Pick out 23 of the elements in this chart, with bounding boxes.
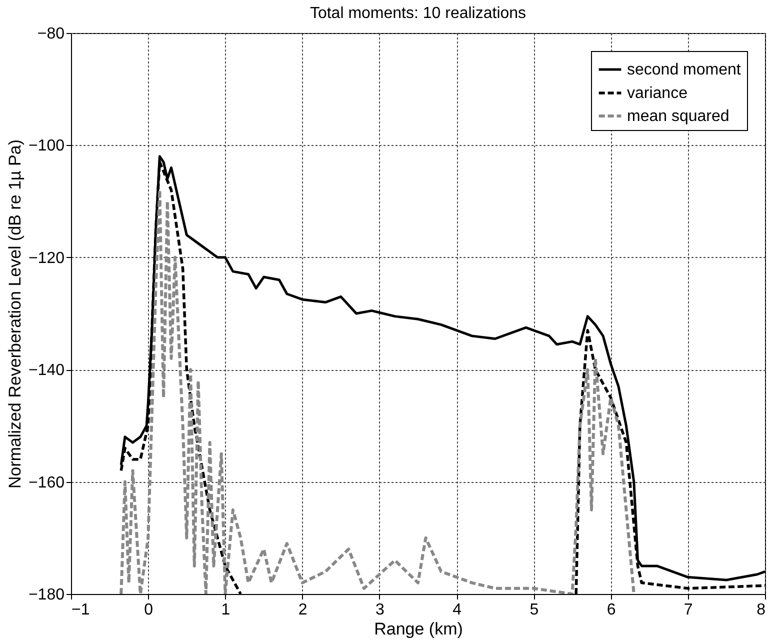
- legend-label: mean squared: [627, 108, 730, 125]
- x-tick-label: 7: [684, 602, 693, 618]
- x-tick-label: 3: [375, 602, 384, 618]
- y-tick-label: −80: [37, 26, 65, 42]
- x-tick-label: 0: [144, 602, 154, 618]
- y-tick-label: −140: [28, 362, 65, 380]
- y-tick-label: −120: [28, 250, 65, 267]
- line-series: [120, 188, 636, 594]
- x-tick-label: 6: [606, 602, 616, 618]
- y-tick-label: −100: [28, 138, 65, 155]
- x-tick-label: 5: [530, 602, 539, 618]
- x-tick-label: 1: [221, 602, 230, 618]
- chart-title: Total moments: 10 realizations: [310, 5, 526, 22]
- legend-label: second moment: [627, 62, 742, 78]
- x-tick-label: 2: [298, 602, 308, 618]
- x-tick-label: 4: [452, 602, 462, 618]
- y-axis-title: Normalized Reverberation Level (dB re 1µ Pa): [5, 139, 24, 489]
- x-tick-label: 8: [756, 602, 766, 618]
- legend-label: variance: [627, 85, 688, 102]
- y-tick-label: −180: [28, 586, 65, 604]
- y-tick-label: −160: [28, 474, 65, 492]
- x-tick-label: −1: [72, 602, 90, 618]
- x-axis-title: Range (km): [374, 620, 463, 638]
